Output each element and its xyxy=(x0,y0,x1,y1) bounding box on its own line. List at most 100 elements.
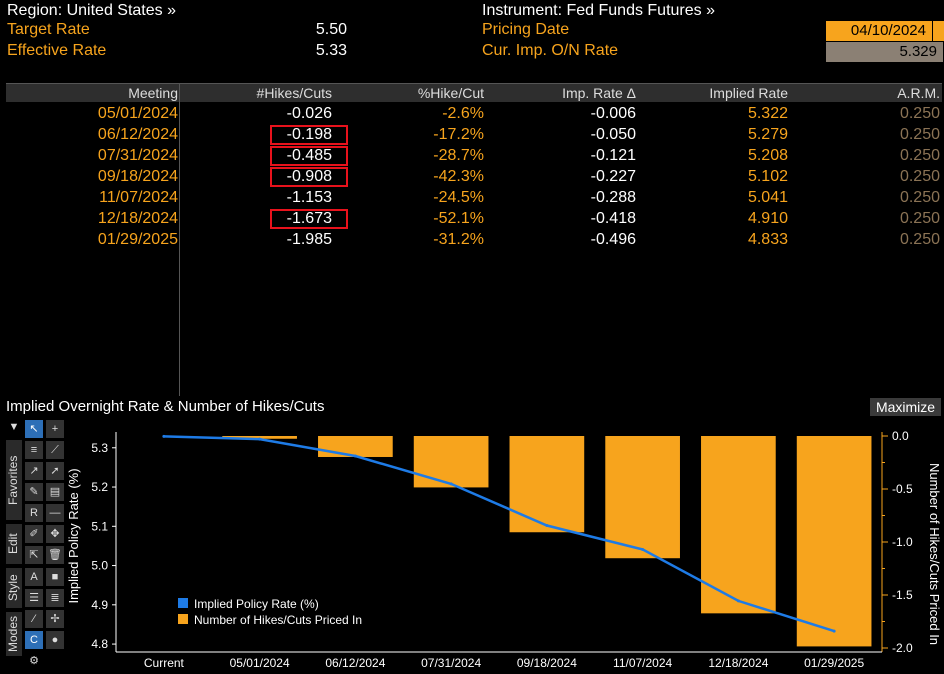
x-tick-label: 09/18/2024 xyxy=(517,656,577,670)
tab-modes[interactable]: Modes xyxy=(6,612,22,656)
cycle-mode-icon[interactable]: C xyxy=(25,631,43,649)
implied-rate-point[interactable] xyxy=(162,434,166,438)
hline-tool-icon[interactable]: — xyxy=(46,504,64,522)
tab-favorites[interactable]: Favorites xyxy=(6,440,22,520)
cell-arm: 0.250 xyxy=(899,147,940,164)
line-width-icon[interactable]: ≣ xyxy=(46,589,64,607)
implied-rate-point[interactable] xyxy=(449,482,453,486)
implied-rate-line[interactable] xyxy=(163,435,835,633)
implied-rate-point[interactable] xyxy=(736,599,740,603)
select-icon[interactable]: ⇱ xyxy=(25,546,43,564)
legend-swatch-rate xyxy=(178,598,188,608)
cur-imp-rate-label: Cur. Imp. O/N Rate xyxy=(482,42,619,59)
cell-imp-rate-delta: -0.050 xyxy=(590,126,636,143)
cell-imp-rate-delta: -0.496 xyxy=(590,231,636,248)
tab-edit[interactable]: Edit xyxy=(6,524,22,564)
pin-mode-icon[interactable]: ✢ xyxy=(46,610,64,628)
table-row[interactable]: 05/01/2024 -0.026 -2.6% -0.006 5.322 0.250 xyxy=(6,103,942,124)
cell-pct-hike-cut: -24.5% xyxy=(433,189,484,206)
table-header: Meeting #Hikes/Cuts %Hike/Cut Imp. Rate … xyxy=(6,84,942,102)
implied-rate-point[interactable] xyxy=(545,524,549,528)
left-tick-label: 5.3 xyxy=(91,441,108,455)
column-divider xyxy=(179,84,180,396)
table-row[interactable]: 06/12/2024 -0.198 -17.2% -0.050 5.279 0.250 xyxy=(6,124,942,145)
bar-hikes-cuts[interactable] xyxy=(796,436,872,647)
cell-implied-rate: 5.102 xyxy=(747,168,788,185)
left-axis-label: Implied Policy Rate (%) xyxy=(66,468,81,603)
move-icon[interactable]: ✥ xyxy=(46,525,64,543)
cell-pct-hike-cut: -2.6% xyxy=(442,105,484,122)
table-row[interactable]: 12/18/2024 -1.673 -52.1% -0.418 4.910 0.250 xyxy=(6,208,942,229)
bar-hikes-cuts[interactable] xyxy=(413,436,489,488)
x-tick-label: 01/29/2025 xyxy=(804,656,864,670)
cell-imp-rate-delta: -0.288 xyxy=(590,189,636,206)
bar-hikes-cuts[interactable] xyxy=(605,436,680,559)
left-tick-label: 5.0 xyxy=(91,559,108,573)
right-tick-label: -0.5 xyxy=(892,482,913,496)
col-arm[interactable]: A.R.M. xyxy=(897,85,940,101)
line-style-icon[interactable]: ☰ xyxy=(25,589,43,607)
bar-hikes-cuts[interactable] xyxy=(701,436,776,614)
col-pct-hike-cut[interactable]: %Hike/Cut xyxy=(417,85,484,101)
table-row[interactable]: 09/18/2024 -0.908 -42.3% -0.227 5.102 0.250 xyxy=(6,166,942,187)
crosshair-icon[interactable]: + xyxy=(46,420,64,438)
font-icon[interactable]: A xyxy=(25,568,43,586)
bar-hikes-cuts[interactable] xyxy=(222,436,297,439)
implied-rate-point[interactable] xyxy=(832,629,836,633)
text-tool-icon[interactable]: R xyxy=(25,504,43,522)
col-meeting[interactable]: Meeting xyxy=(128,85,178,101)
right-tick-label: 0.0 xyxy=(892,429,909,443)
right-tick-label: -1.0 xyxy=(892,535,913,549)
settings-gear-icon[interactable]: ⚙ xyxy=(25,652,43,670)
highlight-box xyxy=(270,146,348,166)
region-selector[interactable]: Region: United States » xyxy=(7,2,176,19)
table-row[interactable]: 01/29/2025 -1.985 -31.2% -0.496 4.833 0.250 xyxy=(6,229,942,250)
col-hikes-cuts[interactable]: #Hikes/Cuts xyxy=(256,85,332,101)
arrow-tool-icon[interactable]: ↗ xyxy=(25,462,43,480)
left-tick-label: 5.2 xyxy=(91,480,108,494)
cell-pct-hike-cut: -42.3% xyxy=(433,168,484,185)
fill-color-icon[interactable]: ■ xyxy=(46,568,64,586)
col-imp-rate-delta[interactable]: Imp. Rate Δ xyxy=(562,85,636,101)
draw-tool-icon[interactable]: ✎ xyxy=(25,483,43,501)
maximize-button[interactable]: Maximize xyxy=(870,398,941,416)
menu-caret-icon[interactable]: ▼ xyxy=(6,418,22,436)
calendar-icon[interactable] xyxy=(932,21,944,41)
pricing-date-input[interactable]: 04/10/2024 xyxy=(826,21,932,41)
col-implied-rate[interactable]: Implied Rate xyxy=(709,85,788,101)
instrument-selector[interactable]: Instrument: Fed Funds Futures » xyxy=(482,2,715,19)
left-axis: 4.8 4.9 5.0 5.1 5.2 5.3 xyxy=(91,432,117,652)
line-tool-icon[interactable]: ⟋ xyxy=(46,441,64,459)
edit-pen-icon[interactable]: ✐ xyxy=(25,525,43,543)
cur-imp-rate-input[interactable]: 5.329 xyxy=(826,42,943,62)
bar-hikes-cuts[interactable] xyxy=(509,436,585,533)
tab-style[interactable]: Style xyxy=(6,568,22,608)
implied-rate-point[interactable] xyxy=(353,454,357,458)
chart-legend: Implied Policy Rate (%) Number of Hikes/… xyxy=(170,592,390,632)
ray-tool-icon[interactable]: ➚ xyxy=(46,462,64,480)
cell-hikes-cuts: -0.198 xyxy=(286,126,332,143)
fib-icon[interactable]: ≡ xyxy=(25,441,43,459)
cell-meeting: 06/12/2024 xyxy=(97,126,178,143)
right-tick-label: -2.0 xyxy=(892,641,913,655)
pencil-mode-icon[interactable]: ⁄ xyxy=(25,610,43,628)
highlight-box xyxy=(270,125,348,145)
pointer-icon[interactable]: ↖ xyxy=(25,420,43,438)
cell-arm: 0.250 xyxy=(899,126,940,143)
cell-implied-rate: 5.279 xyxy=(747,126,788,143)
cell-pct-hike-cut: -52.1% xyxy=(433,210,484,227)
cell-meeting: 07/31/2024 xyxy=(97,147,178,164)
implied-rate-point[interactable] xyxy=(258,437,262,441)
table-row[interactable]: 07/31/2024 -0.485 -28.7% -0.121 5.208 0.250 xyxy=(6,145,942,166)
cell-implied-rate: 5.322 xyxy=(747,105,788,122)
bar-hikes-cuts[interactable] xyxy=(318,436,393,457)
cell-meeting: 05/01/2024 xyxy=(97,105,178,122)
color-mode-icon[interactable]: ● xyxy=(46,631,64,649)
channel-tool-icon[interactable]: ▤ xyxy=(46,483,64,501)
right-tick-label: -1.5 xyxy=(892,588,913,602)
table-row[interactable]: 11/07/2024 -1.153 -24.5% -0.288 5.041 0.250 xyxy=(6,187,942,208)
chart-toolbar: ▼ Favorites Edit Style Modes ↖ + ≡ ⟋ ↗ ➚… xyxy=(6,418,66,670)
implied-rate-point[interactable] xyxy=(641,547,645,551)
legend-label-hikes: Number of Hikes/Cuts Priced In xyxy=(194,613,362,627)
trash-icon[interactable]: 🗑 xyxy=(46,546,64,564)
